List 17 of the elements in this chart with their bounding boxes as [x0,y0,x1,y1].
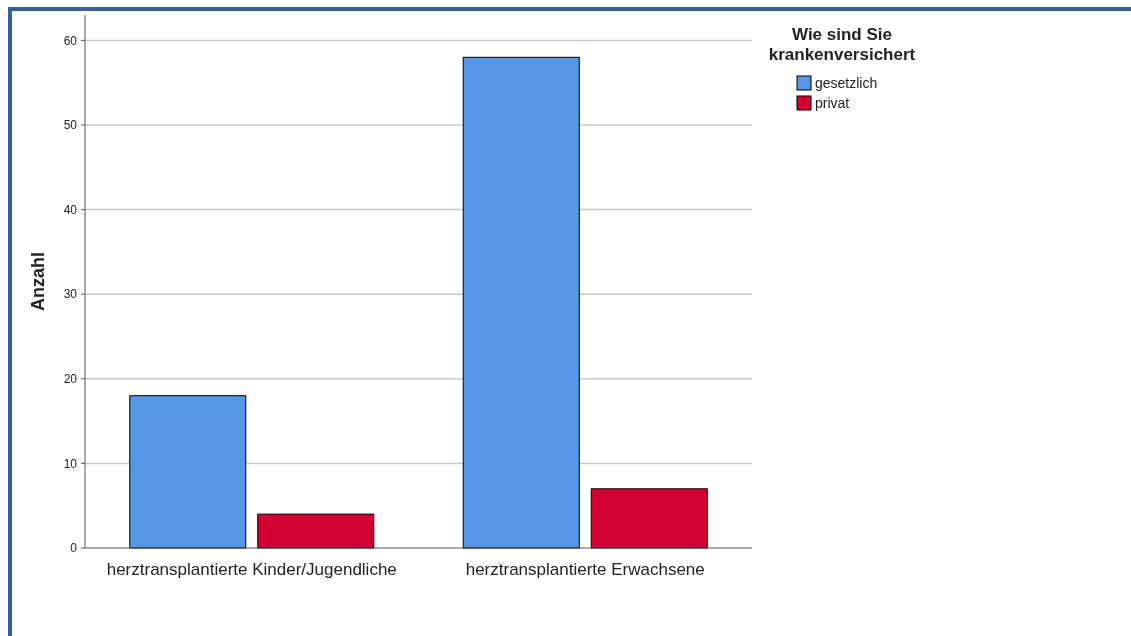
legend-title: Wie sind Sie krankenversichert [768,25,916,64]
x-tick-label: herztransplantierte Erwachsene [465,560,705,579]
x-tick-label: herztransplantierte Kinder/Jugendliche [106,560,397,579]
y-tick-label: 10 [63,456,78,471]
bar [462,56,580,549]
y-tick-label: 60 [63,33,78,48]
y-tick-label: 40 [63,202,78,217]
y-tick-label: 0 [70,541,78,556]
bar [590,488,708,549]
bar [257,513,375,549]
bar [129,395,247,549]
y-tick-label: 50 [63,118,78,133]
y-axis-title: Anzahl [28,251,48,312]
y-tick-label: 30 [63,287,78,302]
legend-label: gesetzlich [815,74,878,91]
y-tick-label: 20 [63,371,78,386]
legend-label: privat [815,94,850,111]
